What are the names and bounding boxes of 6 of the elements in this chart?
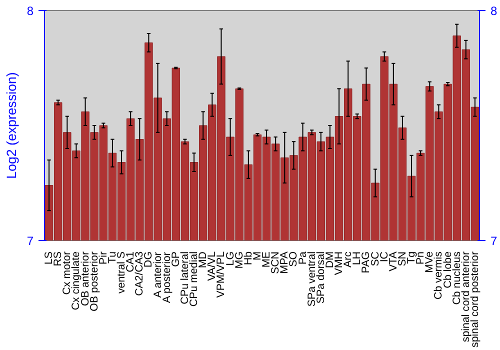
y2-tick-label: 7	[490, 234, 498, 248]
y2-tick-label: 8	[490, 4, 498, 18]
y-axis-title: Log2 (expression)	[4, 72, 19, 179]
x-tick-label: RS	[52, 251, 64, 266]
x-tick-label: SO	[288, 251, 300, 267]
x-tick-label: Tg	[406, 251, 418, 264]
